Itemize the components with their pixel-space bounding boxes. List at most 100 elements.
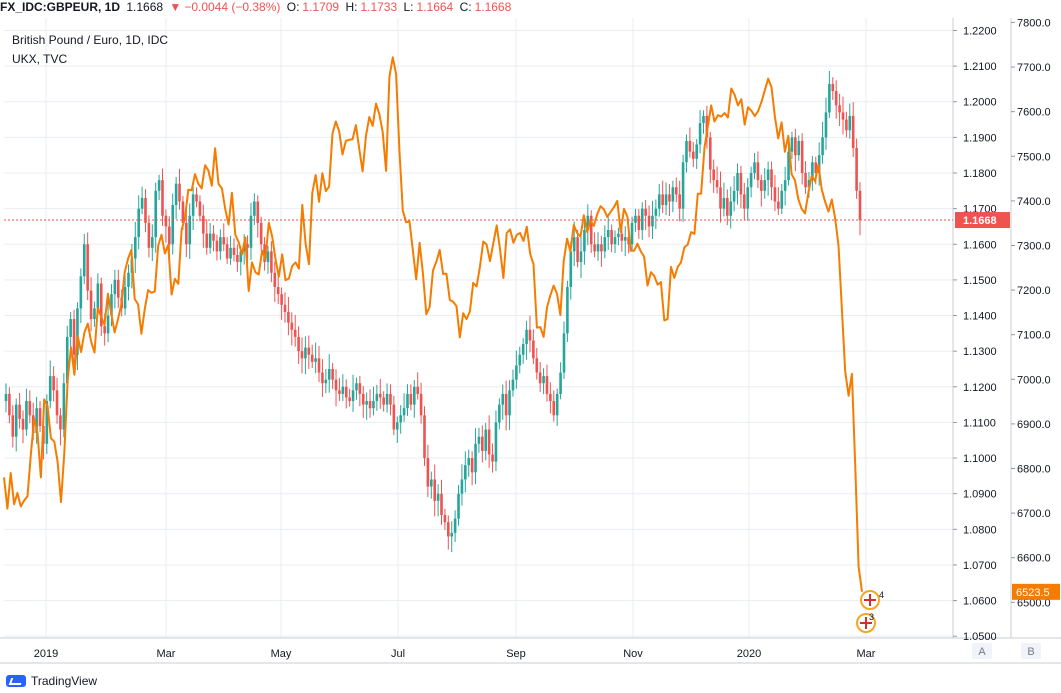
current-price-tag — [955, 212, 1010, 229]
last-price: 1.1668 — [126, 0, 164, 14]
change-arrow-icon: ▼ — [169, 0, 182, 14]
legend-main-series[interactable]: British Pound / Euro, 1D, IDC — [12, 33, 169, 47]
x-tick-label: 2019 — [34, 648, 58, 660]
candle-body — [681, 162, 685, 209]
candle-body — [151, 237, 154, 248]
candle-body — [82, 244, 86, 277]
candle-body — [627, 237, 630, 245]
candle-body — [38, 408, 42, 426]
candle-body — [86, 244, 89, 291]
candle-body — [249, 215, 253, 248]
candle-body — [144, 197, 147, 223]
candle-body — [14, 404, 18, 437]
candle-body — [270, 251, 273, 273]
candle-body — [542, 376, 545, 384]
candle-body — [310, 354, 314, 362]
candle-body — [222, 237, 226, 245]
candle-body — [168, 226, 171, 245]
candle-body — [351, 390, 355, 402]
x-tick-label: Sep — [506, 648, 526, 660]
candle-body — [481, 436, 484, 451]
candle-body — [21, 418, 25, 430]
candle-body — [433, 479, 437, 501]
candle-body — [297, 336, 300, 352]
y-right-tick-label: 7400.0 — [1017, 196, 1051, 208]
candle-body — [79, 276, 83, 309]
candle-body — [307, 347, 311, 355]
candle-body — [178, 183, 181, 202]
high-value: 1.1733 — [360, 0, 398, 14]
y-right-tick-label: 7700.0 — [1017, 62, 1051, 74]
candle-body — [416, 386, 419, 394]
candle-body — [814, 162, 818, 173]
candle-body — [28, 401, 32, 416]
candle-body — [596, 244, 600, 252]
candle-body — [797, 140, 801, 156]
candle-body — [671, 187, 675, 202]
candle-body — [708, 137, 712, 170]
candle-body — [225, 244, 229, 259]
candle-body — [89, 290, 93, 320]
open-label: O: — [286, 0, 300, 14]
candle-body — [368, 401, 372, 409]
candle-body — [589, 215, 593, 245]
candle-body — [555, 393, 559, 416]
y-left-tick-label: 1.2000 — [963, 97, 997, 109]
candle-body — [72, 319, 76, 355]
candle-body — [518, 354, 522, 366]
candle-body — [620, 233, 624, 241]
candle-body — [654, 208, 658, 216]
candle-body — [188, 215, 192, 245]
candle-body — [532, 340, 535, 359]
candle-body — [103, 326, 106, 334]
candle-body — [593, 244, 596, 252]
candle-body — [174, 183, 178, 206]
tradingview-branding[interactable]: TradingView — [6, 674, 97, 688]
candle-body — [783, 180, 787, 191]
candle-body — [406, 393, 409, 409]
event-markers: 43 — [856, 590, 884, 633]
candle-body — [436, 493, 440, 501]
candle-body — [712, 169, 715, 181]
candle-body — [651, 215, 654, 227]
candle-body — [453, 518, 457, 533]
candle-body — [661, 194, 664, 206]
candle-body — [702, 115, 705, 124]
candle-body — [617, 233, 620, 238]
candle-body — [18, 404, 21, 419]
x-tick-label: Mar — [857, 648, 876, 660]
y-left-tick-label: 1.0900 — [963, 489, 997, 501]
candle-body — [355, 383, 358, 391]
candle-body — [385, 393, 389, 405]
x-tick-label: 2020 — [737, 648, 761, 660]
x-tick-label: Jul — [391, 648, 405, 660]
tradingview-logo-icon — [6, 675, 26, 687]
candle-body — [760, 180, 763, 191]
ukx-compare-line — [3, 56, 863, 592]
candle-body — [586, 215, 590, 231]
candle-body — [528, 329, 532, 341]
candle-body — [511, 379, 515, 391]
candle-body — [841, 112, 845, 120]
candle-body — [858, 190, 862, 221]
candle-body — [545, 376, 549, 394]
candle-body — [69, 319, 72, 337]
candle-body — [45, 401, 49, 444]
candle-body — [811, 162, 814, 181]
candle-body — [338, 390, 341, 394]
symbol-name[interactable]: FX_IDC:GBPEUR, 1D — [0, 0, 121, 14]
y-left-tick-label: 1.1600 — [963, 239, 997, 251]
legend-compare-series[interactable]: UKX, TVC — [12, 52, 68, 66]
candle-body — [450, 532, 454, 537]
candle-body — [566, 287, 569, 334]
open-value: 1.1709 — [302, 0, 340, 14]
candle-body — [402, 408, 406, 416]
candle-body — [4, 393, 8, 402]
candle-body — [549, 393, 552, 402]
candle-body — [569, 251, 573, 288]
candle-body — [137, 208, 140, 238]
candle-body — [603, 237, 607, 252]
candle-body — [807, 180, 811, 188]
candle-body — [634, 215, 637, 223]
